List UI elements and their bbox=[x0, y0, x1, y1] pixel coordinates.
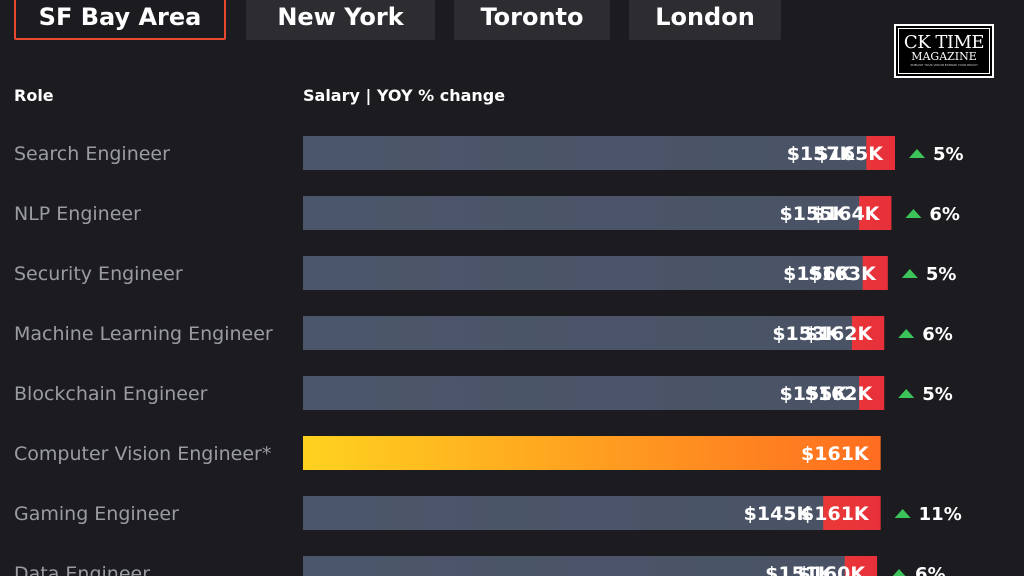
yoy-change-label: 6% bbox=[929, 204, 960, 225]
current-salary-label: $161K bbox=[801, 503, 870, 525]
yoy-change-label: 5% bbox=[926, 264, 957, 285]
current-salary-bar bbox=[303, 436, 881, 470]
current-salary-label: $162K bbox=[805, 323, 874, 345]
tab-sf-bay-area[interactable]: SF Bay Area bbox=[14, 0, 226, 40]
yoy-change-label: 11% bbox=[919, 504, 962, 525]
previous-salary-label: $145K bbox=[744, 503, 813, 525]
role-label: Security Engineer bbox=[14, 263, 183, 285]
salary-column-header: Salary | YOY % change bbox=[303, 86, 506, 105]
previous-salary-label: $153K bbox=[772, 323, 841, 345]
tab-london[interactable]: London bbox=[629, 0, 781, 40]
up-arrow-icon bbox=[898, 389, 915, 398]
previous-salary-bar bbox=[303, 496, 824, 530]
role-label: NLP Engineer bbox=[14, 203, 141, 225]
previous-salary-bar bbox=[303, 196, 860, 230]
current-salary-label: $160K bbox=[797, 563, 866, 576]
previous-salary-label: $155K bbox=[780, 203, 849, 225]
logo-subtitle: MAGAZINE bbox=[911, 50, 977, 63]
logo-tagline: PUBLISH YOUR VISION EXPAND YOUR REACH bbox=[910, 63, 978, 67]
role-label: Blockchain Engineer bbox=[14, 383, 208, 405]
yoy-change-label: 6% bbox=[915, 564, 946, 576]
role-column-header: Role bbox=[14, 86, 54, 105]
previous-salary-bar bbox=[303, 316, 852, 350]
up-arrow-icon bbox=[901, 269, 918, 278]
previous-salary-label: $156K bbox=[783, 263, 852, 285]
role-label: Gaming Engineer bbox=[14, 503, 179, 525]
previous-salary-bar bbox=[303, 136, 867, 170]
city-tabs: SF Bay Area New York Toronto London bbox=[14, 0, 781, 42]
yoy-change-label: 5% bbox=[933, 144, 964, 165]
up-arrow-icon bbox=[898, 329, 915, 338]
yoy-change-label: 5% bbox=[922, 384, 953, 405]
current-salary-label: $162K bbox=[805, 383, 874, 405]
previous-salary-label: $157K bbox=[787, 143, 856, 165]
previous-salary-bar bbox=[303, 256, 863, 290]
current-salary-label: $165K bbox=[815, 143, 884, 165]
yoy-change-label: 6% bbox=[922, 324, 953, 345]
current-salary-label: $161K bbox=[801, 443, 870, 465]
current-salary-label: $164K bbox=[812, 203, 881, 225]
previous-salary-label: $155K bbox=[780, 383, 849, 405]
up-arrow-icon bbox=[892, 569, 906, 576]
logo-title: CK TIME bbox=[903, 32, 985, 53]
role-label: Machine Learning Engineer bbox=[14, 323, 273, 345]
role-label: Data Engineer bbox=[14, 563, 150, 576]
role-label: Search Engineer bbox=[14, 143, 170, 165]
up-arrow-icon bbox=[905, 209, 922, 218]
up-arrow-icon bbox=[894, 509, 911, 518]
previous-salary-bar bbox=[303, 376, 860, 410]
tab-toronto[interactable]: Toronto bbox=[454, 0, 610, 40]
magazine-logo: CK TIME MAGAZINE PUBLISH YOUR VISION EXP… bbox=[894, 24, 994, 78]
tab-new-york[interactable]: New York bbox=[246, 0, 435, 40]
current-salary-label: $163K bbox=[808, 263, 877, 285]
role-label: Computer Vision Engineer* bbox=[14, 443, 271, 465]
up-arrow-icon bbox=[909, 149, 925, 158]
previous-salary-label: $151K bbox=[765, 563, 834, 576]
previous-salary-bar bbox=[303, 556, 845, 576]
